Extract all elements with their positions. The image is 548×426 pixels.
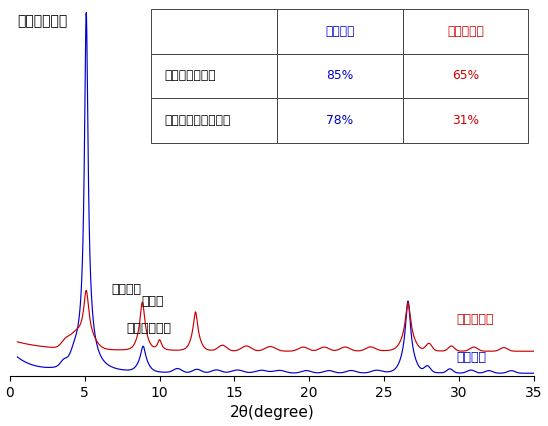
Text: 南海トラフ: 南海トラフ	[456, 313, 493, 326]
Text: スメクタイト: スメクタイト	[18, 14, 67, 28]
Text: イライト: イライト	[112, 283, 142, 296]
Text: 日本海溝: 日本海溝	[456, 351, 486, 364]
X-axis label: 2θ(degree): 2θ(degree)	[230, 406, 314, 420]
Text: 緑泥石: 緑泥石	[141, 295, 164, 308]
Text: カオリナイト: カオリナイト	[127, 322, 172, 335]
